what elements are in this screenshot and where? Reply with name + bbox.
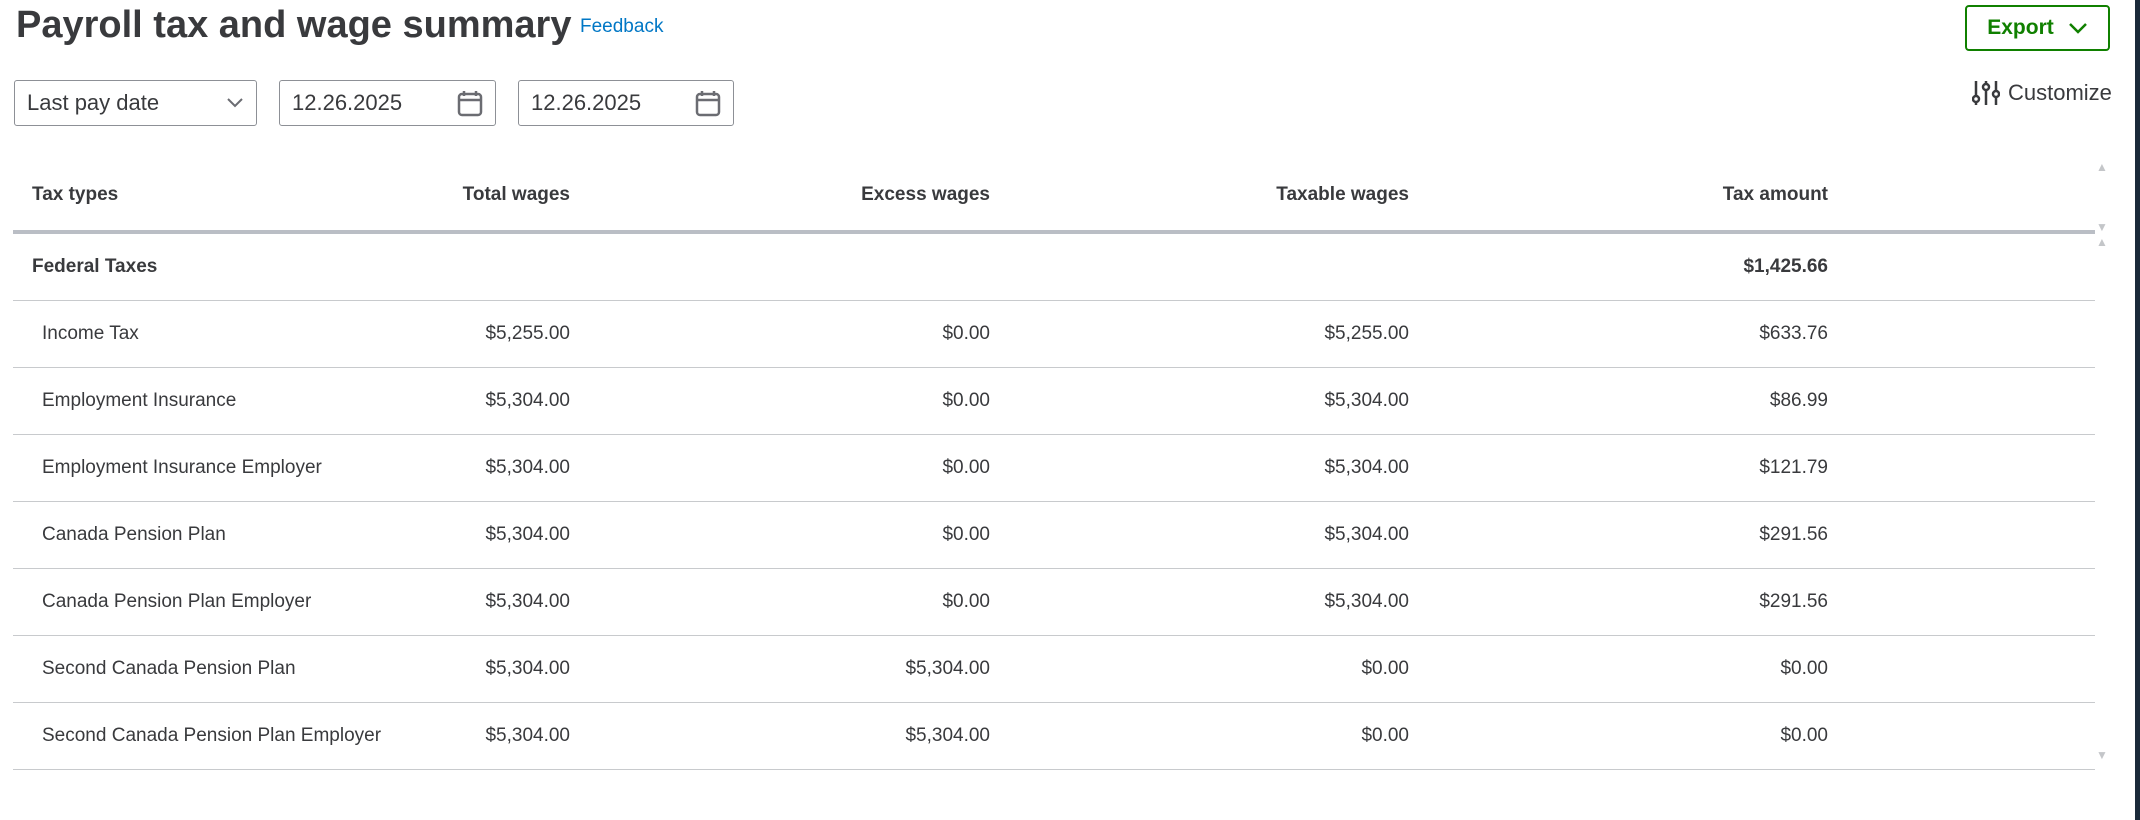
column-header-tax-types[interactable]: Tax types bbox=[32, 184, 119, 205]
scroll-down-arrow[interactable]: ▼ bbox=[2096, 220, 2108, 234]
scroll-up-arrow[interactable]: ▲ bbox=[2096, 235, 2108, 249]
total-wages-cell: $5,304.00 bbox=[485, 658, 570, 679]
excess-wages-cell: $0.00 bbox=[942, 457, 990, 478]
tax-type-cell: Income Tax bbox=[42, 323, 139, 344]
period-select[interactable]: Last pay date bbox=[14, 80, 257, 126]
excess-wages-cell: $0.00 bbox=[942, 323, 990, 344]
column-header-tax-amount[interactable]: Tax amount bbox=[1722, 184, 1828, 205]
total-wages-cell: $5,304.00 bbox=[485, 390, 570, 411]
excess-wages-cell: $5,304.00 bbox=[905, 658, 990, 679]
end-date-value: 12.26.2025 bbox=[531, 90, 642, 115]
feedback-link[interactable]: Feedback bbox=[580, 16, 664, 37]
taxable-wages-cell: $0.00 bbox=[1361, 725, 1409, 746]
window-edge bbox=[2135, 0, 2140, 820]
start-date-field[interactable]: 12.26.2025 bbox=[279, 80, 496, 126]
chevron-down-icon bbox=[227, 98, 243, 108]
table-row: Employment Insurance $5,304.00 $0.00 $5,304… bbox=[13, 368, 2095, 435]
tax-amount-cell: $0.00 bbox=[1780, 725, 1828, 746]
scroll-up-arrow[interactable]: ▲ bbox=[2096, 160, 2108, 174]
excess-wages-cell: $0.00 bbox=[942, 524, 990, 545]
taxable-wages-cell: $0.00 bbox=[1361, 658, 1409, 679]
table-row: Second Canada Pension Plan $5,304.00 $5,30… bbox=[13, 636, 2095, 703]
excess-wages-cell: $0.00 bbox=[942, 591, 990, 612]
tax-type-cell: Second Canada Pension Plan Employer bbox=[42, 725, 382, 746]
table-row: Canada Pension Plan Employer $5,304.00 $0.… bbox=[13, 569, 2095, 636]
group-tax-amount: $1,425.66 bbox=[1743, 256, 1828, 277]
taxable-wages-cell: $5,304.00 bbox=[1324, 591, 1409, 612]
tax-amount-cell: $121.79 bbox=[1759, 457, 1828, 478]
end-date-field[interactable]: 12.26.2025 bbox=[518, 80, 734, 126]
group-row-federal-taxes: Federal Taxes $1,425.66 bbox=[13, 234, 2095, 301]
tax-amount-cell: $291.56 bbox=[1759, 591, 1828, 612]
table-row: Second Canada Pension Plan Employer $5,30… bbox=[13, 703, 2095, 770]
period-value: Last pay date bbox=[27, 90, 160, 115]
tax-type-cell: Canada Pension Plan bbox=[42, 524, 226, 545]
customize-button[interactable]: Customize bbox=[1972, 80, 2112, 106]
column-header-taxable-wages[interactable]: Taxable wages bbox=[1276, 184, 1409, 205]
tax-amount-cell: $0.00 bbox=[1780, 658, 1828, 679]
taxable-wages-cell: $5,304.00 bbox=[1324, 390, 1409, 411]
total-wages-cell: $5,255.00 bbox=[485, 323, 570, 344]
table-row: Employment Insurance Employer $5,304.00 $0… bbox=[13, 435, 2095, 502]
taxable-wages-cell: $5,304.00 bbox=[1324, 457, 1409, 478]
column-header-excess-wages[interactable]: Excess wages bbox=[861, 184, 990, 205]
taxable-wages-cell: $5,304.00 bbox=[1324, 524, 1409, 545]
tax-type-cell: Employment Insurance Employer bbox=[42, 457, 322, 478]
column-header-total-wages[interactable]: Total wages bbox=[462, 184, 570, 205]
table-row: Income Tax $5,255.00 $0.00 $5,255.00 $633.76 bbox=[13, 301, 2095, 368]
calendar-icon[interactable] bbox=[457, 89, 483, 117]
total-wages-cell: $5,304.00 bbox=[485, 457, 570, 478]
chevron-down-icon bbox=[2068, 23, 2087, 34]
table-header: Tax types Total wages Excess wages Taxab… bbox=[13, 160, 2095, 234]
tax-amount-cell: $86.99 bbox=[1769, 390, 1828, 411]
total-wages-cell: $5,304.00 bbox=[485, 591, 570, 612]
tax-wage-table: Tax types Total wages Excess wages Taxab… bbox=[13, 160, 2095, 770]
tax-type-cell: Second Canada Pension Plan bbox=[42, 658, 296, 679]
total-wages-cell: $5,304.00 bbox=[485, 524, 570, 545]
excess-wages-cell: $0.00 bbox=[942, 390, 990, 411]
tax-amount-cell: $291.56 bbox=[1759, 524, 1828, 545]
customize-label: Customize bbox=[2008, 80, 2112, 105]
tax-amount-cell: $633.76 bbox=[1759, 323, 1828, 344]
table-row: Canada Pension Plan $5,304.00 $0.00 $5,304.… bbox=[13, 502, 2095, 569]
start-date-value: 12.26.2025 bbox=[292, 90, 403, 115]
calendar-icon[interactable] bbox=[695, 89, 721, 117]
taxable-wages-cell: $5,255.00 bbox=[1324, 323, 1409, 344]
tax-type-cell: Employment Insurance bbox=[42, 390, 237, 411]
excess-wages-cell: $5,304.00 bbox=[905, 725, 990, 746]
total-wages-cell: $5,304.00 bbox=[485, 725, 570, 746]
export-label: Export bbox=[1987, 16, 2054, 39]
group-name: Federal Taxes bbox=[32, 256, 158, 277]
scroll-down-arrow[interactable]: ▼ bbox=[2096, 748, 2108, 762]
page-title: Payroll tax and wage summary bbox=[16, 4, 572, 46]
sliders-icon bbox=[1972, 81, 2000, 105]
tax-type-cell: Canada Pension Plan Employer bbox=[42, 591, 312, 612]
export-button[interactable]: Export bbox=[1965, 5, 2110, 51]
